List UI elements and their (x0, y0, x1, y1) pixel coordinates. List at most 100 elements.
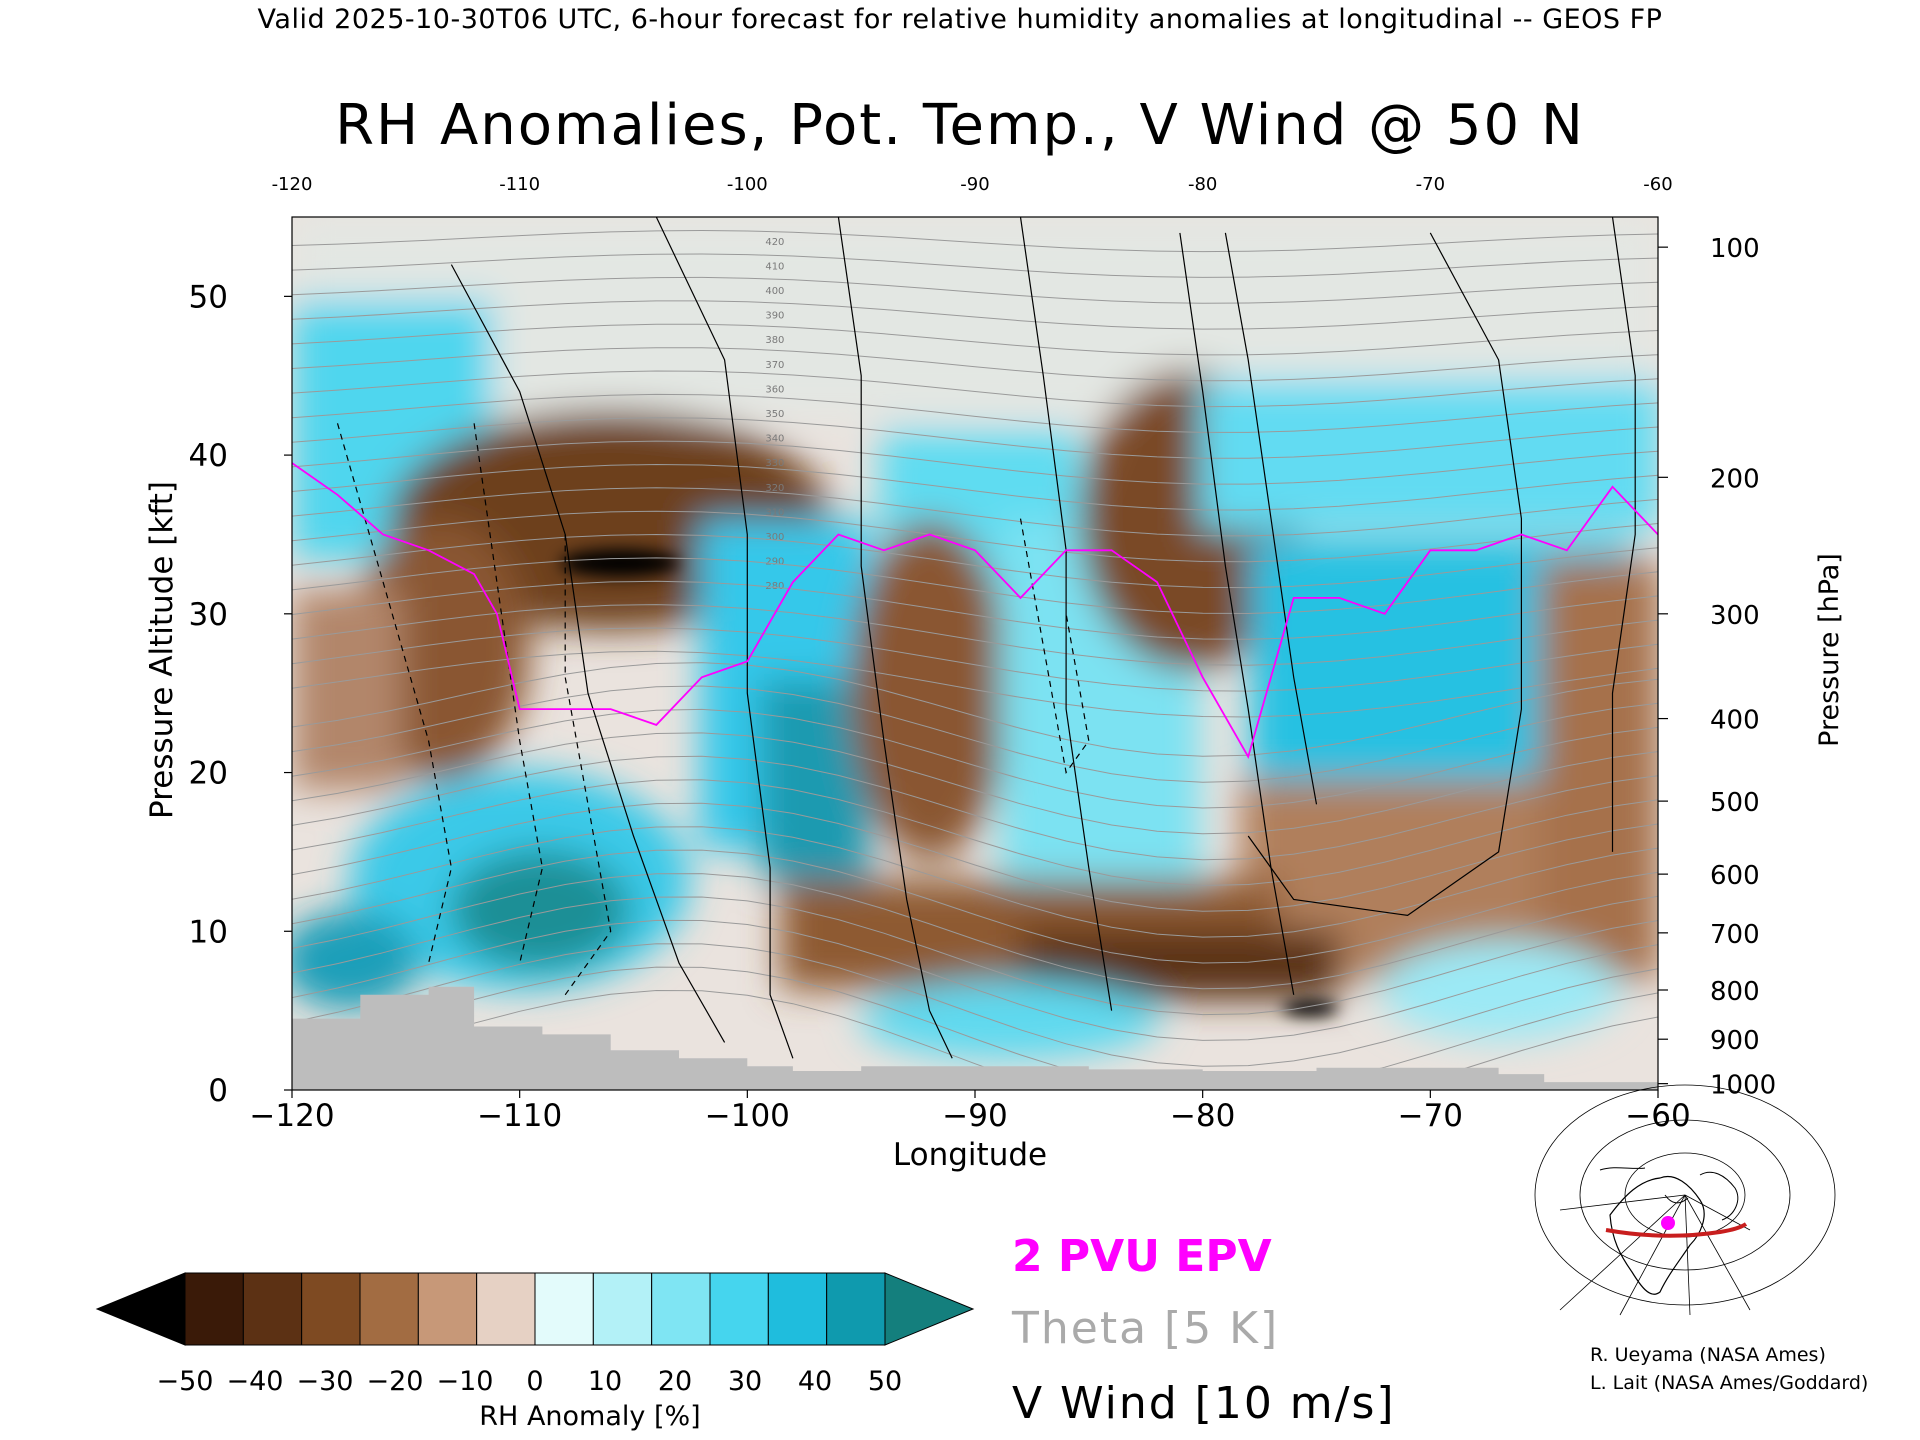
theta-contour (292, 919, 1658, 1041)
x-tick-label: −70 (1398, 1098, 1463, 1134)
colorbar-tick-label: 50 (868, 1366, 902, 1397)
pressure-tick-label: 600 (1710, 861, 1760, 891)
terrain-area (292, 986, 1658, 1090)
colorbar: −50 −40 −30 −20 −10 0 10 20 30 40 50 (95, 1272, 975, 1397)
colorbar-swatch (476, 1272, 536, 1346)
top-tick-label: -90 (960, 174, 989, 195)
colorbar-swatch (242, 1272, 303, 1346)
top-tick-label: -120 (272, 174, 313, 195)
theta-contour (292, 826, 1658, 938)
v-wind-contour (1019, 217, 1113, 1011)
x-tick-label: −80 (1170, 1098, 1235, 1134)
top-tick-label: -60 (1643, 174, 1672, 195)
colorbar-label: RH Anomaly [%] (479, 1401, 700, 1432)
colorbar-tick-label: 0 (526, 1366, 543, 1397)
v-wind-contour (655, 217, 794, 1059)
pressure-tick-label: 500 (1710, 788, 1760, 818)
colorbar-swatch (359, 1272, 419, 1346)
v-wind-contour (450, 264, 726, 1043)
theta-contour (292, 650, 1658, 718)
x-tick-label: −120 (249, 1098, 334, 1134)
theta-contour (292, 440, 1658, 485)
chart-title: RH Anomalies, Pot. Temp., V Wind @ 50 N (335, 93, 1585, 158)
theta-contour (292, 323, 1658, 356)
colorbar-swatch (592, 1272, 653, 1346)
theta-contour (292, 896, 1658, 1016)
y-tick-label: 30 (189, 597, 228, 633)
theta-contour-label: 300 (765, 532, 784, 543)
theta-contour (292, 708, 1658, 809)
theta-contour (292, 417, 1658, 459)
top-tick-label: -70 (1416, 174, 1445, 195)
theta-contour (292, 732, 1658, 835)
theta-contour (292, 966, 1658, 1090)
inset-point-marker (1661, 1216, 1675, 1230)
v-wind-contour (1019, 518, 1090, 775)
v-wind-contour (837, 217, 953, 1059)
theta-contour-label: 340 (765, 434, 784, 445)
theta-contour (292, 873, 1658, 990)
pressure-tick-label: 300 (1710, 601, 1760, 631)
y-axis-left-label: Pressure Altitude [kft] (144, 481, 180, 819)
theta-contour (292, 229, 1658, 253)
pressure-tick-label: 100 (1710, 234, 1760, 264)
theta-contour-label: 320 (765, 483, 784, 494)
theta-contour-label: 420 (765, 237, 784, 248)
theta-contour (292, 849, 1658, 964)
theta-contour (292, 662, 1658, 757)
x-tick-label: −100 (705, 1098, 790, 1134)
colorbar-swatch (709, 1272, 769, 1346)
colorbar-tick-label: 30 (728, 1366, 762, 1397)
colorbar-swatch (184, 1272, 244, 1346)
legend-pv: 2 PVU EPV (1012, 1231, 1272, 1282)
pressure-tick-label: 200 (1710, 464, 1760, 494)
colorbar-swatch (534, 1272, 594, 1346)
theta-contour-label: 390 (765, 311, 784, 322)
colorbar-tick-label: −40 (227, 1366, 284, 1397)
v-wind-contour (1224, 232, 1318, 805)
colorbar-arrow-low (95, 1272, 186, 1346)
inset-map (1534, 1084, 1836, 1316)
theta-contour (292, 604, 1658, 666)
v-wind-contour (1179, 232, 1295, 995)
theta-contour-label: 280 (765, 581, 784, 592)
theta-contour (292, 755, 1658, 861)
y-tick-label: 50 (189, 279, 228, 315)
colorbar-tick-label: −30 (297, 1366, 354, 1397)
colorbar-swatch (417, 1272, 478, 1346)
v-wind-contour (1247, 232, 1522, 917)
theta-contour-label: 350 (765, 409, 784, 420)
theta-contour (292, 370, 1658, 408)
pressure-tick-label: 700 (1710, 920, 1760, 950)
theta-contour (292, 463, 1658, 511)
rh-anomaly-field (292, 217, 1658, 1090)
theta-contour-label: 290 (765, 557, 784, 568)
x-tick-label: −90 (942, 1098, 1007, 1134)
theta-contour (292, 533, 1658, 589)
colorbar-tick-label: 20 (658, 1366, 692, 1397)
colorbar-swatch (826, 1272, 886, 1346)
theta-contour-label: 330 (765, 458, 784, 469)
y-tick-label: 0 (208, 1073, 228, 1109)
theta-contour (292, 347, 1658, 382)
colorbar-tick-label: −50 (157, 1366, 214, 1397)
theta-contour-label: 360 (765, 384, 784, 395)
pv-line (292, 462, 1658, 759)
colorbar-tick-label: 40 (798, 1366, 832, 1397)
axes: −120 −110 −100 −90 −80 −70 −60 -120 -110 -100 -90 -… (189, 174, 1777, 1134)
x-tick-label: −110 (477, 1098, 562, 1134)
theta-contour (292, 802, 1658, 912)
pv-2pvu-line (292, 462, 1658, 759)
y-tick-label: 20 (189, 756, 228, 792)
theta-contour-label: 380 (765, 335, 784, 346)
v-wind-contours (336, 217, 1636, 1059)
credit-line-2: L. Lait (NASA Ames/Goddard) (1590, 1372, 1869, 1394)
colorbar-tick-label: −10 (437, 1366, 494, 1397)
theta-contour (292, 300, 1658, 330)
colorbar-tick-label: −20 (367, 1366, 424, 1397)
y-tick-label: 10 (189, 914, 228, 950)
theta-contour (292, 943, 1658, 1067)
terrain-mask (292, 986, 1658, 1090)
colorbar-swatch (301, 1272, 361, 1346)
theta-contour (292, 627, 1658, 692)
